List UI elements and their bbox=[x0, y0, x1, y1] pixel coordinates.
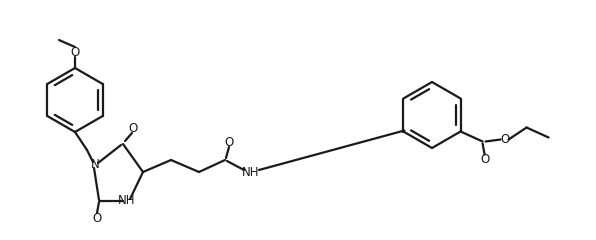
Text: O: O bbox=[500, 133, 509, 146]
Text: NH: NH bbox=[118, 193, 136, 206]
Text: O: O bbox=[224, 136, 234, 149]
Text: N: N bbox=[91, 157, 100, 170]
Text: NH: NH bbox=[242, 166, 260, 179]
Text: O: O bbox=[92, 211, 102, 224]
Text: O: O bbox=[70, 46, 80, 59]
Text: O: O bbox=[128, 121, 138, 134]
Text: O: O bbox=[480, 153, 489, 166]
